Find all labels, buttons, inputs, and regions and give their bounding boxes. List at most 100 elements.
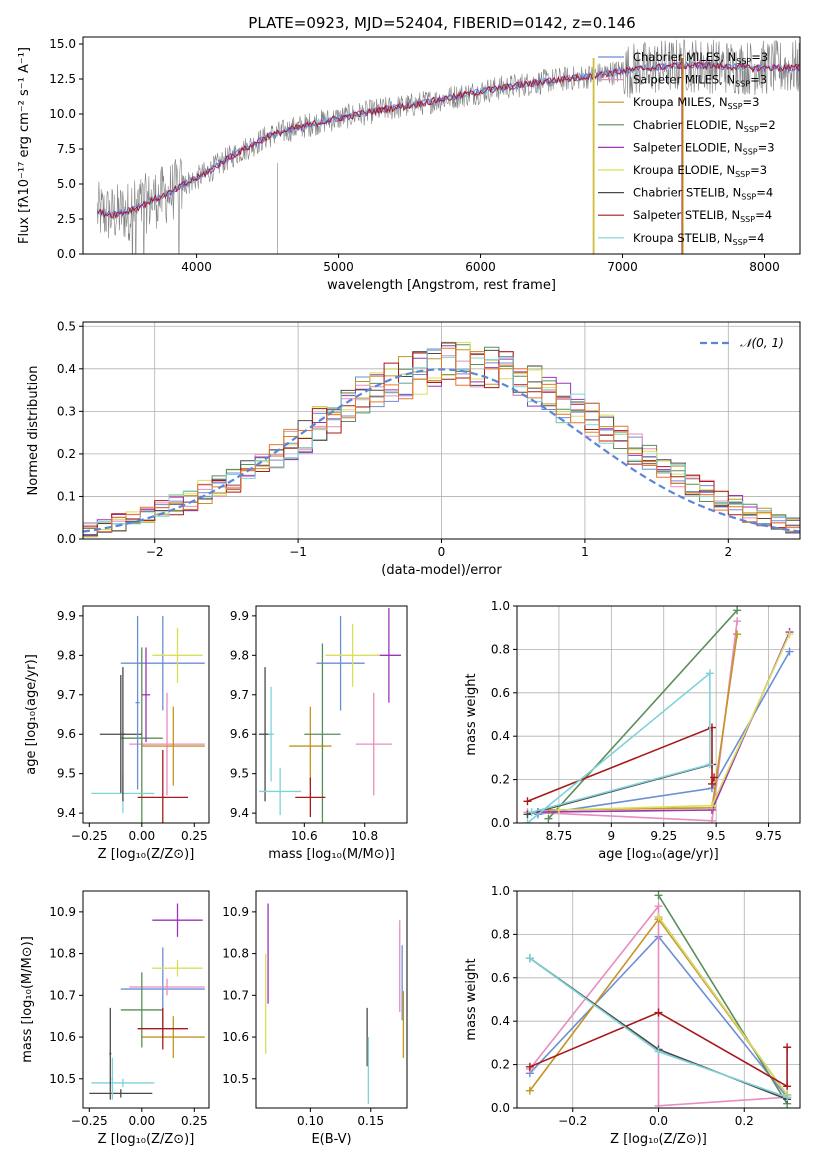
axes-frame	[255, 605, 408, 824]
weight-marker	[523, 810, 532, 819]
y-tick-label: 1.0	[491, 599, 510, 613]
x-tick-label: 0.2	[735, 1114, 754, 1128]
weight-marker	[785, 630, 794, 639]
y-tick-label: 10.6	[222, 1030, 249, 1044]
y-tick-label: 0.0	[491, 816, 510, 830]
weight-marker	[525, 954, 534, 963]
x-tick-label: 9.5	[707, 829, 726, 843]
x-tick-label: 9	[608, 829, 616, 843]
age-vs-Z-plot-area	[91, 615, 205, 823]
weight-marker	[525, 1086, 534, 1095]
y-tick-label: 10.6	[49, 1030, 76, 1044]
y-tick-label: 10.0	[49, 107, 76, 121]
weight-marker	[525, 1062, 534, 1071]
legend-label: Chabrier STELIB, NSSP=4	[633, 186, 773, 202]
axes-frame	[516, 605, 801, 824]
x-axis-label: (data-model)/error	[381, 563, 502, 578]
y-tick-label: 9.6	[230, 727, 249, 741]
x-tick-label: 0.00	[128, 829, 155, 843]
y-axis-label: age [log₁₀(age/yr)]	[24, 654, 39, 775]
x-tick-label: −0.25	[71, 1114, 108, 1128]
weight-marker	[705, 760, 714, 769]
legend-label: Salpeter STELIB, NSSP=4	[633, 208, 772, 224]
weight-line	[558, 633, 791, 811]
weight-line	[527, 726, 715, 803]
x-tick-label: 0.15	[357, 1114, 384, 1128]
weight-vs-age-panel: 8.75 9 9.25 9.5 9.75 0.0 0.2 0.4 0.6 0.8 1.0 age [l…	[464, 599, 801, 862]
weight-marker	[527, 808, 536, 817]
y-tick-label: 5.0	[57, 177, 76, 191]
axes-frame	[255, 890, 408, 1109]
weight-marker	[654, 891, 663, 900]
y-tick-label: 7.5	[57, 142, 76, 156]
mass-vs-Z-panel: −0.25 0.00 0.25 10.5 10.6 10.7 10.8 10.9 Z [log₁…	[20, 890, 210, 1147]
legend-label: Salpeter MILES, NSSP=3	[633, 73, 767, 89]
x-tick-label: −1	[289, 545, 307, 559]
x-tick-label: 8000	[749, 260, 780, 274]
x-tick-label: 0.0	[649, 1114, 668, 1128]
y-tick-label: 0.8	[491, 927, 510, 941]
legend-label: Salpeter ELODIE, NSSP=3	[633, 140, 775, 156]
y-tick-label: 0.3	[57, 404, 76, 418]
age-vs-Z-panel: −0.25 0.00 0.25 9.4 9.5 9.6 9.7 9.8 9.9 Z [log₁₀(…	[24, 605, 210, 862]
legend-label: Kroupa ELODIE, NSSP=3	[633, 163, 767, 179]
weight-line	[547, 609, 738, 820]
legend-label: Chabrier MILES, NSSP=3	[633, 50, 768, 66]
y-tick-label: 0.5	[57, 319, 76, 333]
weight-marker	[523, 797, 532, 806]
legend-label: 𝒩(0, 1)	[740, 336, 784, 350]
weight-line	[657, 894, 788, 1105]
axes-frame	[516, 890, 801, 1109]
weight-vs-Z-plot-area	[525, 891, 792, 1108]
y-tick-label: 0.0	[491, 1101, 510, 1115]
y-tick-label: 0.2	[491, 1058, 510, 1072]
weight-marker	[544, 814, 553, 823]
x-tick-label: 8.75	[546, 829, 573, 843]
y-tick-label: 0.8	[491, 642, 510, 656]
weight-marker	[733, 617, 742, 626]
x-tick-label: 0	[438, 545, 446, 559]
x-tick-label: 4000	[181, 260, 212, 274]
y-tick-label: 0.2	[491, 773, 510, 787]
weight-marker	[654, 913, 663, 922]
spectrum-plot-area	[96, 39, 800, 254]
x-tick-label: 1	[581, 545, 589, 559]
mass-vs-ebv-panel: 0.10 0.15 10.5 10.6 10.7 10.8 10.9 E(B-V)	[222, 890, 408, 1147]
y-axis-label: mass weight	[464, 673, 479, 755]
y-tick-label: 0.6	[491, 971, 510, 985]
y-tick-label: 1.0	[491, 884, 510, 898]
weight-marker	[705, 669, 714, 678]
x-tick-label: −0.25	[71, 829, 108, 843]
weight-line	[526, 671, 711, 823]
y-tick-label: 12.5	[49, 72, 76, 86]
y-tick-label: 0.1	[57, 489, 76, 503]
axes-frame	[82, 605, 210, 824]
weight-marker	[733, 606, 742, 615]
y-tick-label: 10.8	[49, 947, 76, 961]
x-axis-label: age [log₁₀(age/yr)]	[598, 847, 719, 862]
y-tick-label: 9.4	[57, 806, 76, 820]
y-tick-label: 0.0	[57, 532, 76, 546]
y-tick-label: 0.6	[491, 686, 510, 700]
x-axis-label: Z [log₁₀(Z/Z⊙)]	[98, 847, 195, 862]
weight-line	[657, 916, 788, 1096]
x-axis-label: Z [log₁₀(Z/Z⊙)]	[610, 1132, 707, 1147]
weight-marker	[654, 1047, 663, 1056]
x-tick-label: 10.6	[291, 829, 318, 843]
y-tick-label: 9.7	[230, 688, 249, 702]
x-tick-label: 2	[724, 545, 732, 559]
weight-line	[529, 903, 788, 1107]
x-tick-label: 10.8	[351, 829, 378, 843]
x-tick-label: 0.25	[181, 1114, 208, 1128]
weight-marker	[783, 1043, 792, 1052]
y-tick-label: 9.9	[230, 609, 249, 623]
y-tick-label: 0.4	[491, 1014, 510, 1028]
y-axis-label: mass [log₁₀(M/M⊙)]	[20, 936, 35, 1063]
y-tick-label: 0.2	[57, 447, 76, 461]
x-tick-label: −2	[146, 545, 164, 559]
y-tick-label: 10.8	[222, 947, 249, 961]
axes-frame	[82, 36, 801, 255]
y-tick-label: 9.8	[230, 648, 249, 662]
x-axis-label: E(B-V)	[311, 1132, 351, 1147]
